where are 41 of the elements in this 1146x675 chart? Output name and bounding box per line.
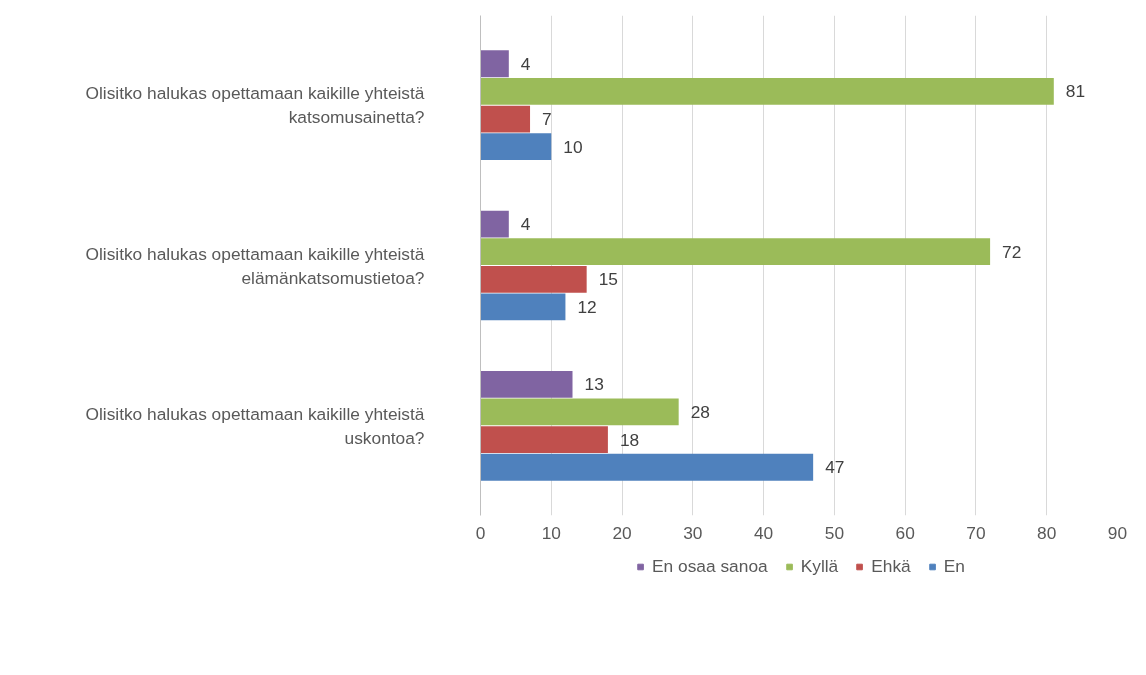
data-label: 72 [1002,241,1022,262]
bar [480,133,552,161]
x-tick-label: 70 [966,522,986,543]
data-label: 13 [584,374,604,395]
bar [480,238,991,266]
bar [480,426,608,453]
y-tick-label: Olisitko halukas opettamaan kaikille yhteistä elämänkatsomustietoa? [85,243,425,288]
legend-label: Kyllä [800,555,839,577]
y-tick-label: Olisitko halukas opettamaan kaikille yhteistä katsomusainetta? [85,83,425,128]
data-label: 81 [1065,81,1086,102]
y-tick-label: Olisitko halukas opettamaan kaikille yhteistä uskontoa? [85,403,425,448]
bar [480,265,587,293]
x-tick-label: 40 [753,522,774,543]
legend-label: En [943,555,965,577]
data-label: 28 [690,401,710,422]
x-tick-label: 90 [1107,522,1128,543]
data-label: 7 [542,109,552,130]
x-tick-label: 20 [612,522,632,543]
x-tick-label: 60 [895,522,915,543]
x-tick-label: 30 [683,522,703,543]
data-label: 4 [520,53,531,74]
x-tick-label: 10 [541,522,561,543]
bar [480,453,814,481]
x-tick-label: 80 [1037,522,1057,543]
data-label: 10 [563,136,583,157]
data-label: 18 [619,429,640,450]
legend-label: En osaa sanoa [652,555,768,577]
bar [480,370,573,398]
data-label: 4 [520,214,531,235]
bar [480,105,531,133]
bar [480,210,509,238]
x-tick-label: 0 [475,522,486,543]
data-label: 47 [825,457,845,478]
bar [480,398,679,426]
bar [480,50,509,78]
x-tick-label: 50 [824,522,845,543]
bar [480,293,566,321]
bar [480,78,1054,105]
data-label: 12 [577,296,597,317]
data-label: 15 [598,269,618,290]
legend-label: Ehkä [871,555,911,577]
